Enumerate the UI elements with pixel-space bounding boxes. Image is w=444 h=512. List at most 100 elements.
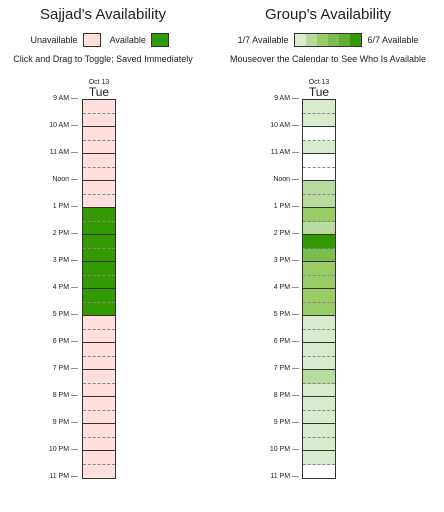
time-slot[interactable] bbox=[303, 303, 335, 317]
time-label: 11 AM — bbox=[271, 149, 299, 157]
legend-gradient-step bbox=[350, 34, 361, 46]
time-slot[interactable] bbox=[303, 451, 335, 465]
time-slot[interactable] bbox=[83, 411, 115, 425]
time-slot[interactable] bbox=[83, 357, 115, 371]
legend-unavailable-label: Unavailable bbox=[31, 35, 78, 45]
time-slot[interactable] bbox=[83, 451, 115, 465]
time-slot[interactable] bbox=[83, 397, 115, 411]
time-slot[interactable] bbox=[83, 222, 115, 236]
time-slot[interactable] bbox=[83, 168, 115, 182]
time-slot[interactable] bbox=[303, 222, 335, 236]
time-slot[interactable] bbox=[303, 289, 335, 303]
legend-max-label: 6/7 Available bbox=[368, 35, 419, 45]
time-label: 2 PM — bbox=[274, 230, 299, 238]
time-label: 8 PM — bbox=[274, 392, 299, 400]
time-slot[interactable] bbox=[303, 397, 335, 411]
time-label: Noon — bbox=[273, 176, 299, 184]
time-slot[interactable] bbox=[303, 276, 335, 290]
time-slot[interactable] bbox=[83, 195, 115, 209]
legend-gradient-step bbox=[328, 34, 339, 46]
time-slot[interactable] bbox=[83, 127, 115, 141]
time-slot[interactable] bbox=[303, 141, 335, 155]
legend-unavailable-swatch bbox=[83, 33, 101, 47]
personal-title: Sajjad's Availability bbox=[0, 6, 206, 23]
time-slot[interactable] bbox=[303, 465, 335, 479]
time-label: Noon — bbox=[52, 176, 78, 184]
time-slot[interactable] bbox=[303, 370, 335, 384]
time-slot[interactable] bbox=[83, 370, 115, 384]
time-label: 11 PM — bbox=[270, 473, 299, 481]
time-slot[interactable] bbox=[303, 384, 335, 398]
legend-available-swatch bbox=[151, 33, 169, 47]
time-slot[interactable] bbox=[303, 114, 335, 128]
time-slot[interactable] bbox=[303, 411, 335, 425]
time-slot[interactable] bbox=[83, 384, 115, 398]
time-slot[interactable] bbox=[83, 276, 115, 290]
time-slot[interactable] bbox=[83, 330, 115, 344]
time-label: 1 PM — bbox=[53, 203, 78, 211]
legend-gradient-step bbox=[317, 34, 328, 46]
group-legend: 1/7 Available 6/7 Available bbox=[212, 33, 444, 47]
time-slot[interactable] bbox=[303, 100, 335, 114]
time-slot[interactable] bbox=[83, 154, 115, 168]
time-label: 10 PM — bbox=[49, 446, 78, 454]
time-slot[interactable] bbox=[83, 343, 115, 357]
time-label: 9 PM — bbox=[274, 419, 299, 427]
time-slot[interactable] bbox=[303, 316, 335, 330]
time-label: 3 PM — bbox=[53, 257, 78, 265]
time-label: 9 PM — bbox=[53, 419, 78, 427]
time-slot[interactable] bbox=[83, 249, 115, 263]
time-slot[interactable] bbox=[303, 181, 335, 195]
time-label: 7 PM — bbox=[274, 365, 299, 373]
legend-gradient-step bbox=[295, 34, 306, 46]
time-slot[interactable] bbox=[83, 438, 115, 452]
group-legend-gradient bbox=[294, 33, 362, 47]
time-slot[interactable] bbox=[83, 289, 115, 303]
time-label: 9 AM — bbox=[274, 95, 299, 103]
time-slot[interactable] bbox=[303, 262, 335, 276]
time-slot[interactable] bbox=[303, 343, 335, 357]
time-label: 1 PM — bbox=[274, 203, 299, 211]
time-slot[interactable] bbox=[303, 208, 335, 222]
time-label: 11 AM — bbox=[50, 149, 78, 157]
time-slot[interactable] bbox=[83, 235, 115, 249]
time-slot[interactable] bbox=[303, 154, 335, 168]
time-slot[interactable] bbox=[83, 181, 115, 195]
time-slot[interactable] bbox=[83, 114, 115, 128]
time-label: 8 PM — bbox=[53, 392, 78, 400]
time-slot[interactable] bbox=[303, 249, 335, 263]
time-label: 7 PM — bbox=[53, 365, 78, 373]
legend-gradient-step bbox=[339, 34, 350, 46]
legend-gradient-step bbox=[306, 34, 317, 46]
time-slot[interactable] bbox=[303, 424, 335, 438]
time-slot[interactable] bbox=[83, 424, 115, 438]
time-label: 6 PM — bbox=[53, 338, 78, 346]
time-label: 11 PM — bbox=[49, 473, 78, 481]
time-slot[interactable] bbox=[303, 357, 335, 371]
time-slot[interactable] bbox=[303, 195, 335, 209]
time-slot[interactable] bbox=[303, 330, 335, 344]
time-slot[interactable] bbox=[303, 235, 335, 249]
time-slot[interactable] bbox=[83, 208, 115, 222]
time-slot[interactable] bbox=[83, 465, 115, 479]
time-slot[interactable] bbox=[83, 262, 115, 276]
time-slot[interactable] bbox=[83, 141, 115, 155]
time-label: 5 PM — bbox=[274, 311, 299, 319]
time-label: 10 PM — bbox=[270, 446, 299, 454]
legend-min-label: 1/7 Available bbox=[238, 35, 289, 45]
time-slot[interactable] bbox=[83, 100, 115, 114]
time-label: 10 AM — bbox=[49, 122, 78, 130]
group-day: Tue bbox=[302, 86, 336, 98]
group-calendar-grid[interactable] bbox=[302, 99, 336, 479]
personal-calendar-grid[interactable] bbox=[82, 99, 116, 479]
personal-hint: Click and Drag to Toggle; Saved Immediat… bbox=[0, 54, 206, 64]
time-slot[interactable] bbox=[83, 303, 115, 317]
time-label: 2 PM — bbox=[53, 230, 78, 238]
time-slot[interactable] bbox=[83, 316, 115, 330]
time-slot[interactable] bbox=[303, 168, 335, 182]
personal-legend: Unavailable Available bbox=[0, 33, 206, 47]
time-slot[interactable] bbox=[303, 438, 335, 452]
time-label: 5 PM — bbox=[53, 311, 78, 319]
time-slot[interactable] bbox=[303, 127, 335, 141]
time-label: 10 AM — bbox=[270, 122, 299, 130]
